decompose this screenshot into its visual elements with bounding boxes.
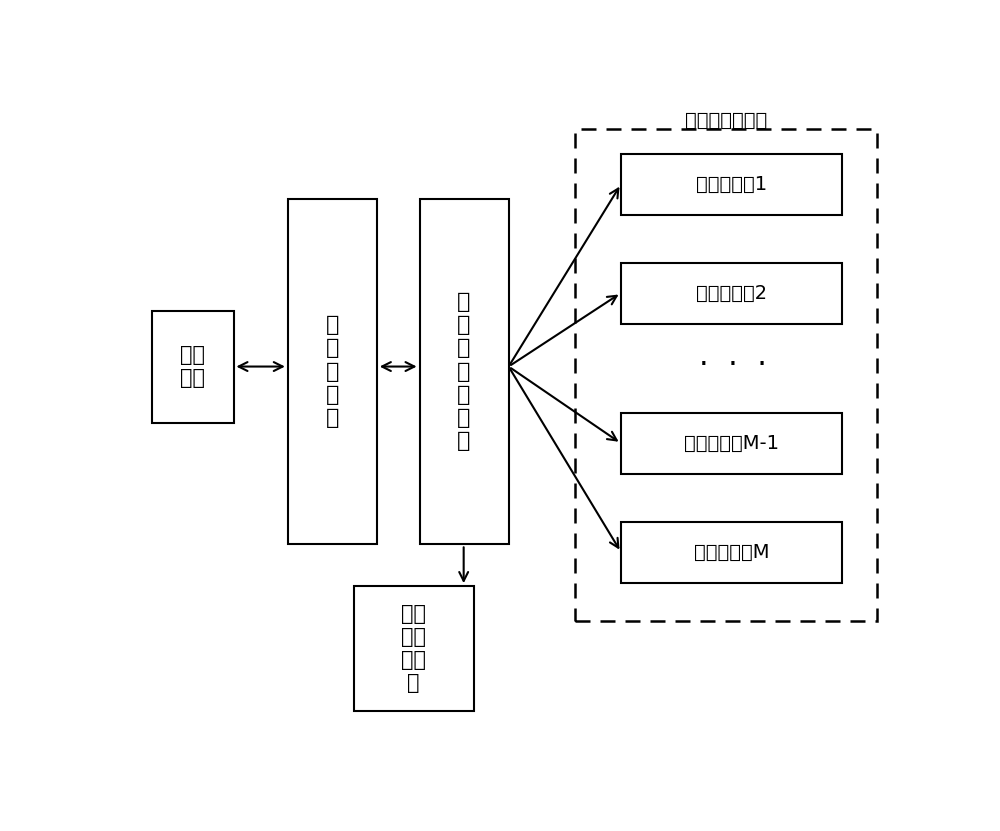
Text: 拟
态
调
度
器: 拟 态 调 度 器: [326, 315, 339, 428]
Bar: [621, 154, 842, 215]
Bar: [288, 199, 377, 544]
Text: 异构处理器M: 异构处理器M: [694, 543, 769, 562]
Text: 异构处理器集合: 异构处理器集合: [684, 111, 767, 130]
Text: 异构处理器M-1: 异构处理器M-1: [684, 434, 779, 453]
Text: 异
构
性
识
别
单
元: 异 构 性 识 别 单 元: [457, 292, 471, 451]
Bar: [420, 199, 509, 544]
Bar: [354, 586, 474, 711]
Bar: [152, 311, 234, 423]
Text: 异构处理器1: 异构处理器1: [696, 175, 767, 194]
Text: ·  ·  ·: · · ·: [699, 351, 767, 380]
Text: 异构处理器2: 异构处理器2: [696, 283, 767, 302]
Text: 测评
报告
生成
器: 测评 报告 生成 器: [401, 603, 426, 693]
Text: 用户
单元: 用户 单元: [180, 345, 205, 388]
Bar: [621, 522, 842, 583]
Bar: [621, 263, 842, 323]
Bar: [574, 129, 877, 622]
Bar: [621, 413, 842, 474]
